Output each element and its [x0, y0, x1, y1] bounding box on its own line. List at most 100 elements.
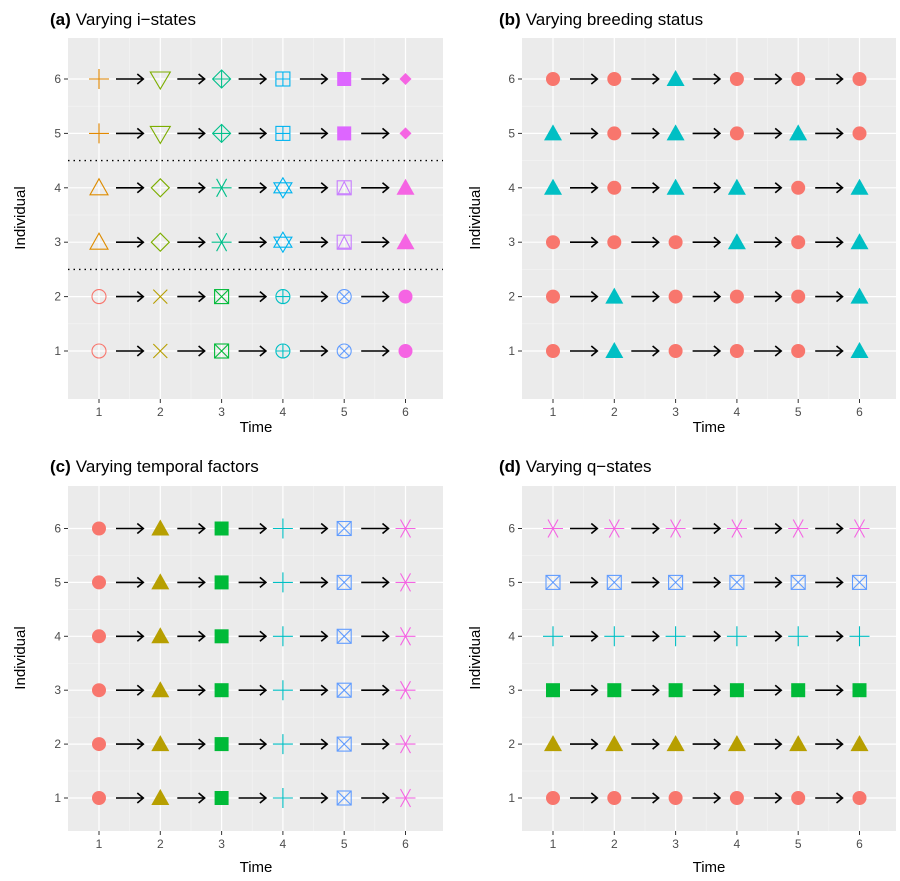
transition-arrow	[116, 522, 145, 535]
point-open-circle	[91, 343, 107, 359]
transition-arrow	[753, 127, 783, 140]
transition-arrow	[692, 792, 722, 804]
x-tick-label: 1	[96, 405, 103, 419]
point-filled-square	[607, 683, 622, 698]
x-tick-label: 3	[672, 405, 679, 419]
point-asterisk	[788, 519, 809, 538]
point-filled-circle	[546, 791, 560, 805]
y-tick-label: 3	[508, 235, 515, 249]
point-circle-plus	[275, 289, 291, 305]
point-filled-circle	[546, 235, 560, 250]
panel-b-arrows	[570, 73, 844, 357]
panel-b-title-text: Varying breeding status	[526, 10, 703, 29]
y-tick-label: 6	[54, 72, 61, 86]
point-square-x	[214, 289, 230, 305]
y-tick-label: 6	[508, 522, 515, 536]
point-open-triangle-down	[149, 125, 172, 145]
point-plus	[665, 626, 686, 647]
x-tick-label: 1	[96, 837, 103, 851]
transition-arrow	[116, 236, 145, 248]
x-tick-label: 5	[341, 405, 348, 419]
transition-arrow	[361, 576, 390, 589]
y-tick-label: 5	[508, 126, 515, 140]
x-tick-label: 5	[795, 837, 802, 851]
transition-arrow	[361, 630, 390, 642]
y-tick-label: 4	[54, 181, 61, 195]
point-square-x	[336, 520, 352, 537]
point-filled-triangle	[850, 342, 869, 358]
panel-c-xlabel: Time	[240, 859, 273, 876]
point-filled-triangle	[151, 519, 170, 536]
transition-arrow	[692, 236, 722, 248]
transition-arrow	[361, 738, 390, 750]
y-tick-label: 1	[54, 344, 61, 358]
point-square-x	[336, 736, 352, 752]
x-tick-label: 3	[218, 837, 225, 851]
point-square-x	[214, 343, 230, 359]
transition-arrow	[570, 684, 599, 696]
point-asterisk	[395, 734, 416, 754]
transition-arrow	[116, 182, 145, 194]
y-tick-label: 2	[508, 290, 515, 304]
panel-b-xlabel: Time	[693, 419, 726, 436]
panel-a-plot-bg	[68, 38, 443, 399]
y-tick-label: 2	[54, 737, 61, 751]
point-star-of-david	[272, 176, 293, 199]
transition-arrow	[631, 576, 660, 589]
transition-arrow	[692, 345, 722, 357]
point-asterisk	[395, 519, 416, 538]
transition-arrow	[299, 522, 329, 535]
panel-a-ticks: 1 2 3 4 5 6 1 2 3 4 5 6	[54, 72, 409, 419]
x-tick-label: 2	[157, 837, 164, 851]
point-filled-circle	[791, 791, 806, 805]
point-filled-circle	[791, 235, 806, 250]
transition-arrow	[299, 792, 329, 804]
transition-arrow	[753, 345, 783, 357]
point-filled-triangle	[666, 178, 685, 195]
transition-arrow	[238, 290, 268, 303]
point-open-diamond	[150, 232, 171, 252]
point-open-triangle-down	[149, 71, 172, 91]
transition-arrow	[177, 630, 206, 642]
point-filled-diamond	[399, 73, 412, 85]
transition-arrow	[177, 345, 206, 357]
panel-a-ylabel: Individual	[12, 186, 29, 249]
point-filled-circle	[668, 791, 683, 805]
y-tick-label: 5	[54, 575, 61, 589]
point-filled-square	[852, 683, 867, 698]
point-filled-circle	[92, 521, 106, 536]
panel-b-ticks: 1 2 3 4 5 6 1 2 3 4 5 6	[508, 72, 863, 419]
panel-d-title: (d) Varying q−states	[499, 457, 652, 476]
point-filled-circle	[607, 72, 622, 86]
point-filled-square	[214, 683, 229, 698]
transition-arrow	[815, 630, 844, 642]
panel-d-ylabel: Individual	[467, 626, 484, 689]
point-filled-circle	[729, 289, 744, 304]
transition-arrow	[177, 576, 206, 589]
point-filled-square	[729, 683, 744, 698]
transition-arrow	[116, 290, 145, 303]
y-tick-label: 5	[54, 126, 61, 140]
x-tick-label: 1	[550, 837, 557, 851]
point-filled-circle	[668, 344, 683, 358]
transition-arrow	[361, 127, 390, 140]
transition-arrow	[299, 127, 329, 140]
y-tick-label: 6	[54, 522, 61, 536]
transition-arrow	[631, 684, 660, 696]
point-square-plus	[275, 71, 291, 87]
x-tick-label: 6	[402, 405, 409, 419]
transition-arrow	[238, 576, 268, 589]
transition-arrow	[753, 522, 783, 535]
point-filled-circle	[607, 235, 622, 250]
transition-arrow	[815, 522, 844, 535]
point-filled-circle	[398, 289, 413, 304]
point-circle-plus	[275, 343, 291, 359]
point-filled-circle	[729, 344, 744, 358]
point-square-x	[336, 628, 352, 644]
transition-arrow	[570, 738, 599, 750]
transition-arrow	[238, 345, 268, 357]
y-tick-label: 3	[54, 683, 61, 697]
transition-arrow	[570, 73, 599, 85]
point-filled-circle	[852, 72, 867, 86]
transition-arrow	[753, 738, 783, 750]
